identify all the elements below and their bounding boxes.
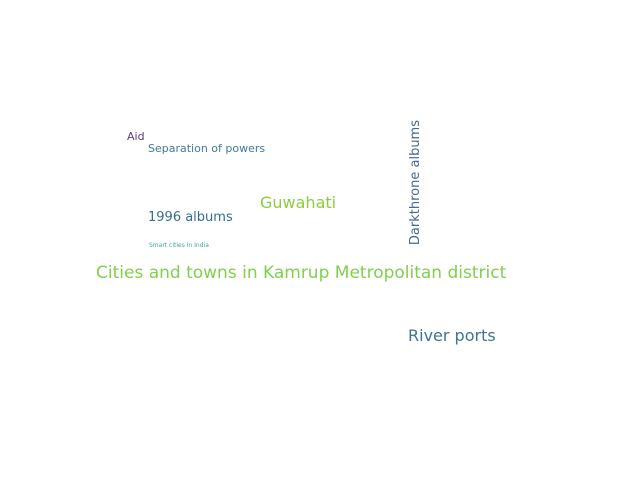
word-river-ports: River ports — [408, 326, 496, 345]
word-aid: Aid — [127, 130, 145, 143]
word-smart-cities-in-india: Smart cities in India — [149, 242, 209, 249]
word-darkthrone-albums: Darkthrone albums — [408, 120, 423, 246]
word-separation-of-powers: Separation of powers — [148, 142, 266, 155]
word-guwahati: Guwahati — [260, 193, 337, 212]
word-1996-albums: 1996 albums — [148, 210, 233, 225]
word-cities-and-towns-in-kamrup-metropolitan-district: Cities and towns in Kamrup Metropolitan … — [96, 263, 507, 283]
